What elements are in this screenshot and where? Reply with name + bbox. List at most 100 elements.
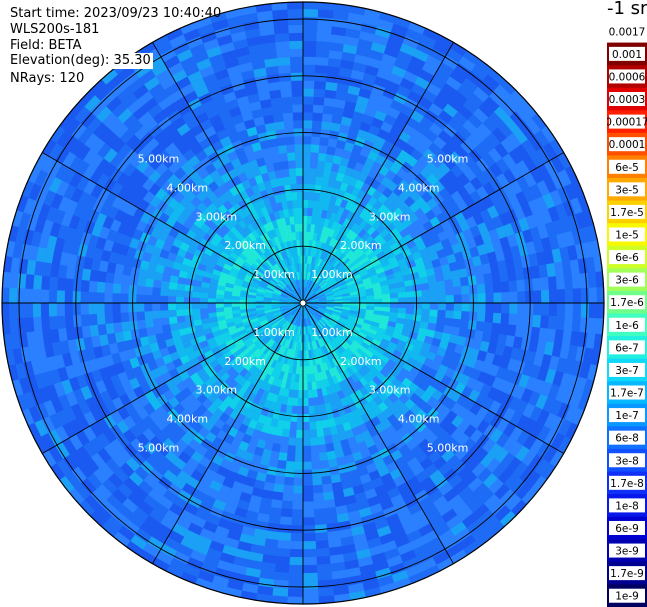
field-cell [8,271,19,289]
field-cell [302,16,319,26]
field-cell [315,48,330,59]
field-cell [285,460,295,470]
range-ring-label: 5.00km [427,442,469,455]
azimuth-spoke [302,152,564,304]
field-cell [152,317,162,327]
field-cell [287,437,297,447]
radar-center [299,299,307,307]
colorbar-label: 1.7e-6 [610,297,644,309]
field-cell [64,302,73,316]
field-cell [312,484,324,494]
field-cell [32,274,43,290]
field-cell [302,501,315,510]
field-cell [493,302,503,314]
field-cell [199,302,208,309]
field-cell [167,295,177,304]
field-cell [291,501,304,510]
field-cell [275,555,290,566]
field-cell [271,8,289,19]
field-cell [302,564,318,574]
field-cell [556,302,566,317]
field-cell [302,398,309,407]
field-cell [88,313,98,326]
field-cell [285,192,293,202]
field-cell [302,8,319,18]
field-cell [215,302,224,308]
field-cell [437,287,447,297]
field-cell [313,500,325,510]
field-cell [302,413,310,423]
field-cell [294,135,304,145]
field-cell [445,302,455,312]
field-cell [302,159,311,169]
field-cell [276,539,291,550]
field-cell [308,413,316,423]
field-cell [296,405,304,415]
field-cell [596,302,605,320]
colorbar-label: 6e-5 [615,162,639,174]
range-ring-label: 2.00km [224,239,266,252]
field-cell [215,298,224,304]
field-cell [231,306,240,311]
field-cell [159,287,169,297]
field-cell [484,282,494,294]
field-cell [302,366,307,375]
field-cell [299,366,304,375]
field-cell [283,476,295,486]
colorbar-label-box [609,362,645,377]
range-ring-label: 2.00km [224,355,266,368]
colorbar-label-box [609,588,645,603]
field-cell [297,199,304,208]
field-cell [427,274,437,284]
field-cell [308,191,315,201]
field-cell [556,289,566,304]
colorbar-label-box [609,520,645,535]
field-cell [293,119,304,129]
field-cell [313,96,325,106]
field-cell [572,302,582,318]
range-ring-label: 5.00km [427,152,469,165]
field-cell [501,302,510,315]
field-cell [588,287,598,304]
field-cell [175,296,185,304]
field-cell [88,302,97,315]
field-cell [314,64,329,74]
field-cell [398,297,407,304]
field-cell [325,442,335,453]
field-cell [96,302,105,315]
azimuth-spoke [302,302,564,454]
field-cell [499,323,509,336]
field-cell [322,491,335,501]
field-cell [548,289,558,304]
field-cell [294,461,304,471]
colorbar-label-box [609,408,645,423]
field-cell [459,319,470,330]
field-cell [103,302,113,314]
field-cell [308,421,317,431]
field-cell [579,272,590,289]
field-cell [291,88,304,97]
colorbar-label-box [609,430,645,445]
colorbar-label-box [609,498,645,513]
field-cell [309,429,318,439]
field-cell [299,231,304,240]
colorbar-label-box [609,543,645,558]
field-cell [161,323,172,334]
field-cell [313,508,326,518]
colorbar-label-box [609,295,645,310]
field-cell [294,453,304,463]
field-cell [366,302,375,307]
field-cell [397,291,407,299]
field-cell [291,405,298,415]
field-cell [302,207,309,216]
field-cell [151,302,161,312]
field-cell [310,143,320,154]
field-cell [143,294,153,304]
range-ring-label: 1.00km [253,268,295,281]
field-cell [281,500,293,510]
azimuth-spoke [302,42,454,304]
colorbar-label: 0.0017 [609,26,646,38]
field-cell [283,120,295,130]
field-cell [389,292,399,299]
field-cell [374,302,383,308]
